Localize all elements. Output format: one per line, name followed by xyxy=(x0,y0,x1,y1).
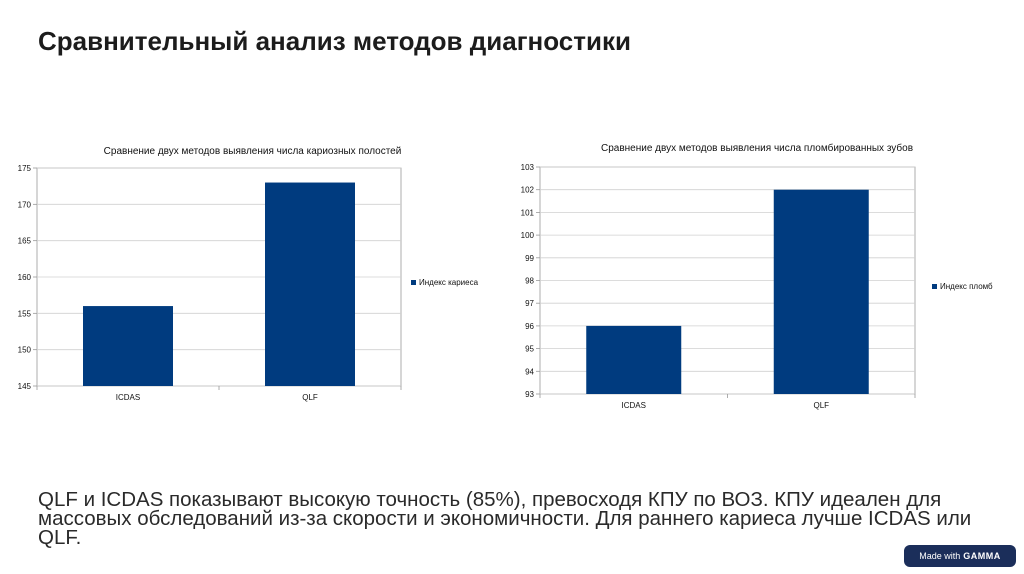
y-tick-label: 165 xyxy=(18,237,32,246)
legend-label: Индекс пломб xyxy=(940,282,993,291)
slide-title: Сравнительный анализ методов диагностики xyxy=(38,26,631,56)
y-tick-label: 100 xyxy=(521,231,535,240)
y-tick-label: 98 xyxy=(525,277,534,286)
legend-swatch xyxy=(932,284,937,289)
made-with-gamma-badge[interactable]: Made with GAMMA xyxy=(904,545,1016,567)
y-tick-label: 93 xyxy=(525,390,534,399)
badge-brand: GAMMA xyxy=(963,551,1001,561)
chart-legend: Индекс кариеса xyxy=(411,278,478,287)
y-tick-label: 94 xyxy=(525,367,534,376)
x-tick-label: QLF xyxy=(813,401,829,410)
legend-swatch xyxy=(411,280,416,285)
y-tick-label: 150 xyxy=(18,346,32,355)
y-tick-label: 102 xyxy=(521,186,535,195)
bar-icdas xyxy=(83,306,173,386)
x-tick-label: ICDAS xyxy=(622,401,646,410)
bar-icdas xyxy=(586,325,682,394)
y-tick-label: 145 xyxy=(18,382,32,391)
x-tick-label: QLF xyxy=(302,393,318,402)
y-tick-label: 155 xyxy=(18,309,32,318)
chart-plot: 93 94 95 96 97 98 99 100 101 102 103 ICDAS QLF xyxy=(521,163,916,410)
y-tick-label: 101 xyxy=(521,208,535,217)
x-tick-label: ICDAS xyxy=(116,393,140,402)
y-tick-label: 96 xyxy=(525,322,534,331)
bar-qlf xyxy=(773,189,869,394)
legend-label: Индекс кариеса xyxy=(419,278,479,287)
y-tick-label: 97 xyxy=(525,299,534,308)
chart-legend: Индекс пломб xyxy=(932,282,993,291)
chart-title: Сравнение двух методов выявления числа п… xyxy=(600,143,914,154)
bar-qlf xyxy=(265,182,355,386)
y-tick-label: 175 xyxy=(18,164,32,173)
chart-fillings: Сравнение двух методов выявления числа п… xyxy=(500,138,1024,420)
y-tick-label: 103 xyxy=(521,163,535,172)
chart-caries: Сравнение двух методов выявления числа к… xyxy=(0,138,512,413)
badge-text: Made with xyxy=(919,551,961,561)
y-tick-label: 170 xyxy=(18,200,32,209)
y-tick-label: 95 xyxy=(525,345,534,354)
chart-title: Сравнение двух методов выявления числа к… xyxy=(103,146,402,157)
y-tick-label: 99 xyxy=(525,254,534,263)
y-tick-label: 160 xyxy=(18,273,32,282)
chart-plot: 145 150 155 160 165 170 175 ICDAS QLF xyxy=(18,164,402,402)
summary-text: QLF и ICDAS показывают высокую точность … xyxy=(38,488,972,549)
